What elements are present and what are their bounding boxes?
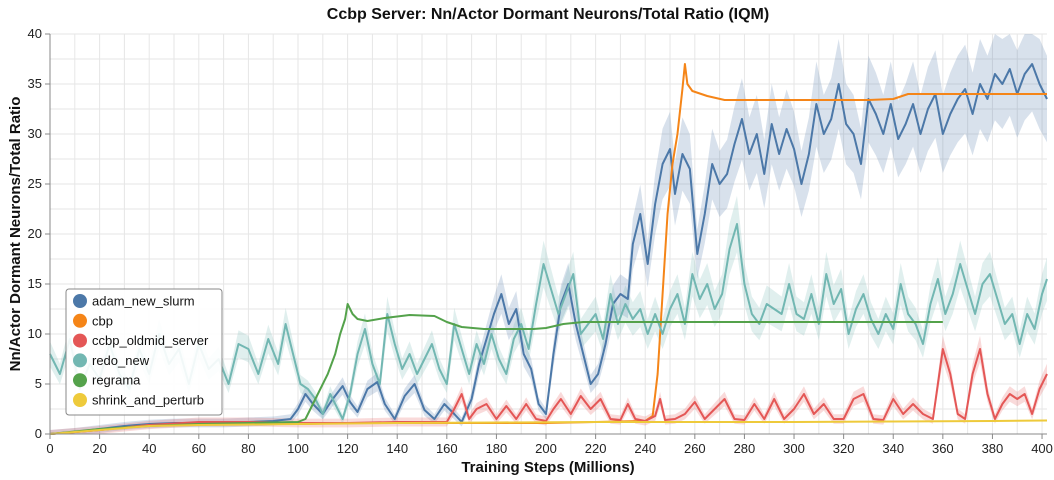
- legend-swatch: [73, 333, 87, 348]
- x-tick-label: 20: [92, 441, 106, 456]
- chart-title: Ccbp Server: Nn/Actor Dormant Neurons/To…: [327, 6, 769, 23]
- x-tick-label: 40: [142, 441, 156, 456]
- x-tick-label: 380: [982, 441, 1004, 456]
- x-tick-label: 400: [1031, 441, 1053, 456]
- legend-label: cbp: [92, 313, 113, 328]
- y-tick-label: 30: [28, 126, 42, 141]
- x-tick-label: 320: [833, 441, 855, 456]
- x-tick-label: 300: [783, 441, 805, 456]
- legend-label: redo_new: [92, 353, 150, 368]
- x-tick-label: 360: [932, 441, 954, 456]
- legend-label: ccbp_oldmid_server: [92, 333, 209, 348]
- legend-label: adam_new_slurm: [92, 294, 195, 309]
- x-tick-label: 240: [634, 441, 656, 456]
- legend-swatch: [73, 294, 87, 308]
- x-tick-label: 200: [535, 441, 557, 456]
- series-line-redo_new: [49, 223, 1048, 420]
- legend-swatch: [73, 353, 87, 368]
- y-tick-label: 10: [28, 326, 42, 341]
- x-tick-label: 280: [734, 441, 756, 456]
- x-axis-ticks: 0 20 40 60 80 100 120 140 160 180 200 220 240 260 280 3…: [46, 434, 1053, 456]
- x-tick-label: 60: [192, 441, 206, 456]
- y-tick-label: 35: [28, 76, 42, 91]
- y-tick-label: 5: [35, 376, 42, 391]
- series-line-regrama: [49, 303, 943, 435]
- x-tick-label: 260: [684, 441, 706, 456]
- series-line-shrink_and_perturb: [49, 419, 1048, 435]
- legend-swatch: [73, 393, 87, 407]
- x-tick-label: 120: [337, 441, 359, 456]
- legend-label: regrama: [92, 373, 141, 388]
- series-lines: [49, 63, 1048, 435]
- y-tick-label: 25: [28, 176, 42, 191]
- x-tick-label: 100: [287, 441, 309, 456]
- x-axis-title: Training Steps (Millions): [461, 459, 634, 476]
- legend-box: [65, 288, 223, 416]
- legend-label: shrink_and_perturb: [92, 393, 204, 408]
- y-tick-label: 20: [28, 226, 42, 241]
- x-tick-label: 180: [486, 441, 508, 456]
- x-tick-label: 0: [46, 441, 53, 456]
- band-ccbp_oldmid_server: [50, 335, 1047, 434]
- band-adam_new_slurm: [50, 34, 1047, 434]
- series-line-adam_new_slurm: [49, 63, 1048, 435]
- y-axis-ticks: 0 5 10 15 20 25 30 35 40: [28, 26, 50, 441]
- x-tick-label: 220: [585, 441, 607, 456]
- x-tick-label: 340: [882, 441, 904, 456]
- y-tick-label: 0: [35, 426, 42, 441]
- confidence-bands: [50, 34, 1047, 434]
- grid: [49, 33, 1047, 435]
- y-axis-title: Nn/Actor Dormant Neurons/Total Ratio: [7, 97, 24, 372]
- legend-swatch: [73, 313, 87, 328]
- x-tick-label: 160: [436, 441, 458, 456]
- series-line-ccbp_oldmid_server: [49, 348, 1048, 435]
- x-tick-label: 80: [241, 441, 255, 456]
- x-tick-label: 140: [386, 441, 408, 456]
- legend-swatch: [73, 373, 87, 388]
- y-tick-label: 40: [28, 26, 42, 41]
- y-tick-label: 15: [28, 276, 42, 291]
